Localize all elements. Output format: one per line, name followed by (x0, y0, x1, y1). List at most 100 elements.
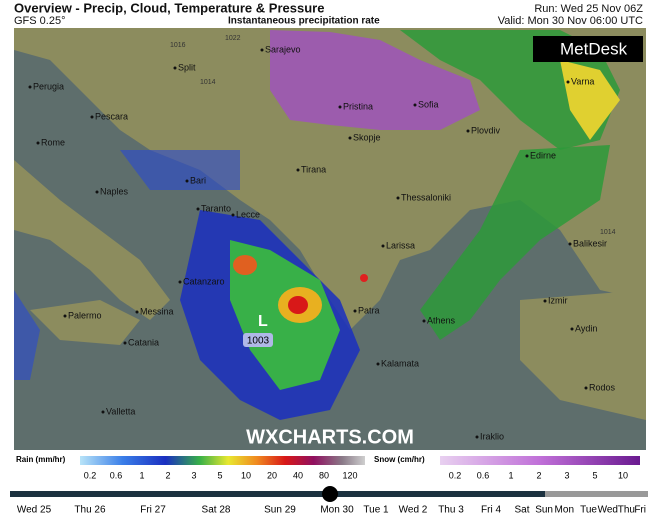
timeline-day[interactable]: Thu (618, 505, 635, 516)
city-label: Rodos (589, 382, 616, 392)
snow-area (270, 30, 480, 130)
city-dot (353, 309, 357, 313)
rain-tick: 80 (319, 470, 329, 480)
city-label: Athens (427, 315, 456, 325)
city-dot (566, 80, 570, 84)
city-dot (90, 115, 94, 119)
city-label: Aydin (575, 323, 597, 333)
timeline-day[interactable]: Wed (598, 505, 618, 516)
city-label: Tirana (301, 164, 326, 174)
city-dot (570, 327, 574, 331)
city-label: Plovdiv (471, 125, 501, 135)
timeline-knob[interactable] (322, 486, 338, 502)
timeline-day[interactable]: Thu 3 (438, 505, 464, 516)
timeline-day[interactable]: Sun (535, 505, 553, 516)
city-label: Thessaloniki (401, 192, 451, 202)
city-label: Varna (571, 76, 594, 86)
city-label: Iraklio (480, 431, 504, 441)
low-pressure: 1003 (247, 336, 270, 347)
city-dot (101, 410, 105, 414)
snow-scale (440, 456, 640, 465)
timeline-day[interactable]: Sat 28 (202, 505, 231, 516)
isobar-label: 1014 (600, 229, 616, 236)
city-label: Catania (128, 337, 159, 347)
city-label: Valletta (106, 406, 135, 416)
city-dot (178, 280, 182, 284)
city-label: Perugia (33, 81, 64, 91)
timeline-day[interactable]: Mon 30 (320, 505, 354, 516)
watermark: WXCHARTS.COM (246, 426, 414, 448)
city-dot (260, 48, 264, 52)
city-label: Balikesir (573, 238, 607, 248)
city-label: Kalamata (381, 358, 419, 368)
timeline-day[interactable]: Fri 4 (481, 505, 501, 516)
marker (360, 274, 368, 282)
timeline-day[interactable]: Fri 27 (140, 505, 166, 516)
city-label: Palermo (68, 310, 102, 320)
rain-tick: 20 (267, 470, 277, 480)
land (14, 160, 170, 320)
model: GFS 0.25° (14, 15, 65, 27)
city-label: Sarajevo (265, 44, 301, 54)
city-dot (396, 196, 400, 200)
city-dot (525, 154, 529, 158)
snow-tick: 1 (508, 470, 513, 480)
timeline-day[interactable]: Tue 1 (363, 505, 389, 516)
run: Run: Wed 25 Nov 06Z (534, 3, 643, 15)
logo: MetDesk (560, 39, 628, 58)
rain-tick: 0.6 (110, 470, 123, 480)
rain-area (14, 290, 40, 380)
label-box (243, 333, 273, 347)
city-label: Taranto (201, 203, 231, 213)
snow-tick: 10 (618, 470, 628, 480)
isobar-label: 1016 (170, 42, 186, 49)
rain-tick: 0.2 (84, 470, 97, 480)
snow-label: Snow (cm/hr) (374, 455, 425, 464)
snow-tick: 0.2 (449, 470, 462, 480)
timeline-day[interactable]: Sun 29 (264, 505, 296, 516)
rain-label: Rain (mm/hr) (16, 455, 66, 464)
city-dot (231, 213, 235, 217)
city-dot (466, 129, 470, 133)
rain-scale (80, 456, 365, 465)
city-dot (381, 244, 385, 248)
city-dot (173, 66, 177, 70)
city-label: Larissa (386, 240, 415, 250)
rain-tick: 40 (293, 470, 303, 480)
timeline-day[interactable]: Mon (555, 505, 574, 516)
timeline-future (545, 491, 648, 497)
city-label: Bari (190, 175, 206, 185)
city-label: Pescara (95, 111, 128, 121)
city-dot (36, 141, 40, 145)
timeline-day[interactable]: Wed 25 (17, 505, 52, 516)
rain-area (120, 150, 240, 190)
snow-tick: 5 (592, 470, 597, 480)
city-label: Patra (358, 305, 380, 315)
title: Overview - Precip, Cloud, Temperature & … (14, 0, 324, 15)
city-dot (338, 105, 342, 109)
city-dot (296, 168, 300, 172)
city-dot (584, 386, 588, 390)
city-dot (135, 310, 139, 314)
city-label: Split (178, 62, 196, 72)
city-dot (63, 314, 67, 318)
city-label: Rome (41, 137, 65, 147)
subtitle: Instantaneous precipitation rate (228, 16, 380, 27)
city-dot (185, 179, 189, 183)
city-label: Sofia (418, 99, 439, 109)
timeline-day[interactable]: Tue (580, 505, 597, 516)
timeline-day[interactable]: Fri (634, 505, 646, 516)
city-label: Messina (140, 306, 174, 316)
city-label: Izmir (548, 295, 568, 305)
city-dot (543, 299, 547, 303)
city-dot (376, 362, 380, 366)
timeline-day[interactable]: Wed 2 (399, 505, 428, 516)
logo-box (533, 36, 643, 62)
rain-tick: 120 (342, 470, 357, 480)
timeline-day[interactable]: Sat (514, 505, 529, 516)
city-label: Lecce (236, 209, 260, 219)
timeline-day[interactable]: Thu 26 (74, 505, 106, 516)
city-dot (568, 242, 572, 246)
rain-tick: 10 (241, 470, 251, 480)
